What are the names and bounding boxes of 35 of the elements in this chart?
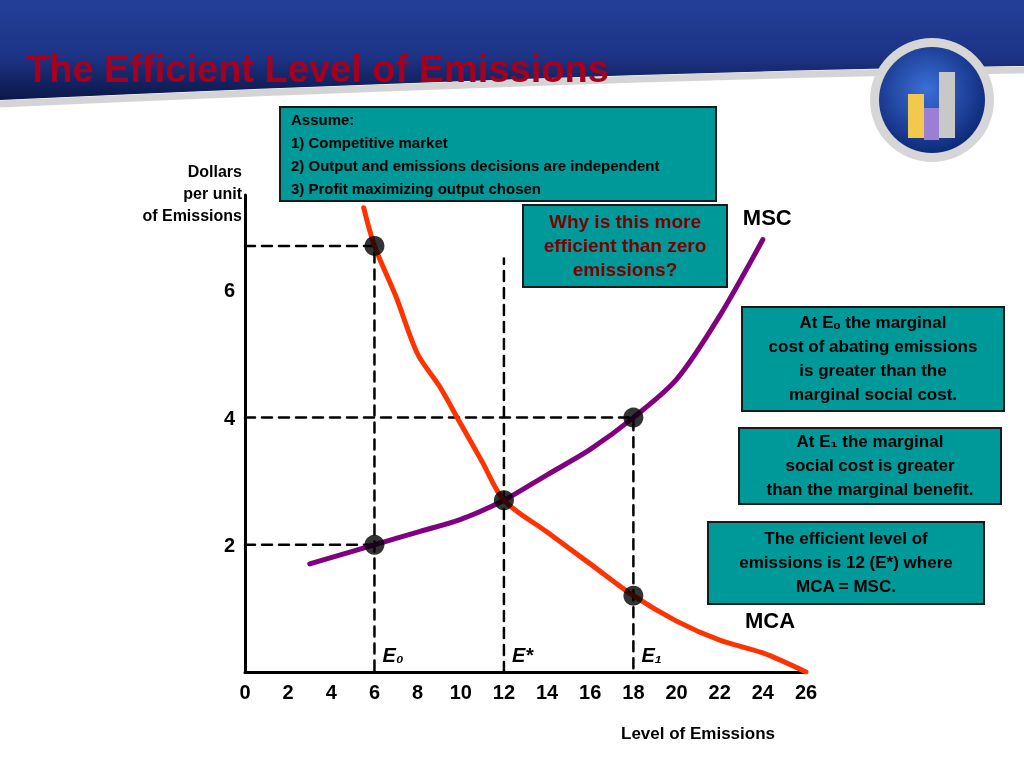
y-tick-label: 2 — [223, 533, 235, 556]
x-tick-label: 18 — [622, 681, 645, 703]
callout-box: At E₁ the marginal social cost is greater than the marginal benefit. — [738, 427, 1002, 505]
series-label: MSC — [742, 205, 792, 231]
callout-box: The efficient level of emissions is 12 (E*) where MCA = MSC. — [707, 521, 985, 605]
callout-box: Assume: 1) Competitive market 2) Output and emissions decisions are independent 3) Profit maximizing output chosen — [279, 106, 717, 202]
series-label: MCA — [745, 607, 796, 633]
x-tick-label: 2 — [282, 681, 294, 703]
x-tick-label: 14 — [535, 681, 560, 703]
x-tick-label: 6 — [368, 681, 381, 703]
annotation: E* — [511, 644, 535, 666]
callout-box: At Eₒ the marginal cost of abating emissions is greater than the marginal social cost. — [741, 306, 1005, 412]
y-tick-label: 6 — [223, 279, 235, 302]
callout-box: Why is this more efficient than zero emissions? — [522, 204, 728, 288]
x-tick-label: 12 — [492, 681, 516, 703]
annotation: E₀ — [382, 644, 404, 666]
x-tick-label: 0 — [239, 681, 251, 703]
y-tick-label: 4 — [223, 406, 236, 429]
annotation: The efficient level of emissions is 12 (E*) where MCA = MSC. — [739, 528, 953, 598]
x-tick-label: 8 — [412, 681, 424, 703]
annotation: E₁ — [641, 644, 662, 666]
x-tick-label: 4 — [325, 681, 338, 703]
x-tick-label: 26 — [794, 681, 818, 703]
annotation: Why is this more efficient than zero emissions? — [542, 210, 708, 282]
annotation: At E₁ the marginal social cost is greater than the marginal benefit. — [766, 431, 974, 501]
annotation: At Eₒ the marginal cost of abating emissions is greater than the marginal social cost. — [768, 312, 978, 406]
x-tick-label: 22 — [708, 681, 731, 703]
annotation: Assume: 1) Competitive market 2) Output and emissions decisions are independent 3) Profit maximizing output chosen — [291, 110, 660, 199]
chart-title: The Efficient Level of Emissions — [26, 47, 609, 92]
x-tick-label: 24 — [751, 681, 775, 703]
x-tick-label: 16 — [579, 681, 602, 703]
y-axis-title: Dollars per unit of Emissions — [142, 162, 242, 226]
x-tick-label: 20 — [665, 681, 688, 703]
x-tick-label: 10 — [449, 681, 472, 703]
x-axis-title: Level of Emissions — [620, 724, 776, 744]
